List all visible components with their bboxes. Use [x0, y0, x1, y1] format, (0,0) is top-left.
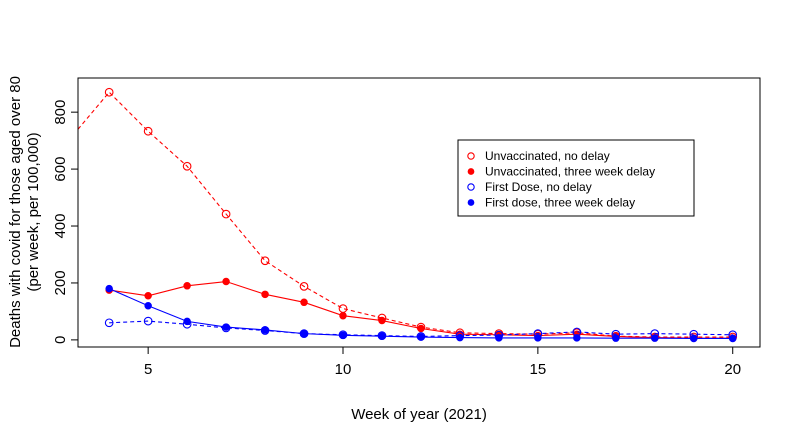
- data-point: [104, 87, 114, 97]
- legend: Unvaccinated, no delay Unvaccinated, thre…: [457, 139, 695, 217]
- data-point: [338, 304, 348, 313]
- data-point: [222, 277, 230, 286]
- data-point: [105, 284, 113, 293]
- data-point: [300, 298, 308, 307]
- y-tick-label: 200: [52, 270, 69, 295]
- x-tick-label: 5: [144, 361, 152, 378]
- series-layer: [78, 87, 738, 343]
- legend-label: First Dose, no delay: [485, 180, 592, 194]
- legend-marker: [467, 183, 475, 191]
- x-axis: 5 10 15 20: [144, 347, 741, 378]
- series-line: [109, 320, 733, 338]
- x-axis-title: Week of year (2021): [351, 406, 487, 423]
- data-point: [339, 331, 347, 340]
- data-point: [378, 332, 386, 340]
- data-point: [104, 318, 114, 328]
- data-point: [260, 256, 270, 266]
- x-tick-label: 10: [335, 361, 352, 378]
- data-point: [261, 326, 269, 334]
- y-axis-title-line-2: (per week, per 100,000): [25, 132, 42, 291]
- data-point: [143, 126, 153, 136]
- x-tick-label: 15: [530, 361, 547, 378]
- legend-label: Unvaccinated, three week delay: [485, 165, 655, 179]
- data-point: [143, 316, 153, 326]
- data-point: [573, 334, 581, 342]
- y-tick-label: 600: [52, 157, 69, 182]
- y-tick-label: 0: [52, 336, 69, 344]
- data-point: [221, 209, 231, 219]
- plot-frame: [77, 77, 761, 348]
- data-point: [728, 334, 737, 343]
- data-point: [182, 161, 192, 171]
- data-point: [456, 333, 464, 342]
- data-point: [144, 292, 152, 300]
- series-2: [105, 277, 737, 342]
- data-point: [183, 282, 191, 290]
- data-point: [339, 311, 347, 320]
- data-point: [417, 333, 425, 341]
- data-point: [534, 334, 542, 342]
- series-4: [105, 284, 737, 343]
- data-point: [612, 334, 620, 342]
- legend-marker: [467, 152, 475, 160]
- data-point: [183, 317, 191, 326]
- y-axis-title: Deaths with covid for those aged over 80…: [7, 76, 42, 348]
- legend-label: First dose, three week delay: [485, 196, 635, 210]
- legend-marker: [467, 168, 475, 175]
- y-axis: 0 200 400 600 800: [52, 100, 78, 344]
- data-point: [651, 334, 659, 342]
- legend-marker: [467, 199, 475, 206]
- data-point: [144, 301, 152, 310]
- y-axis-title-line-1: Deaths with covid for those aged over 80: [7, 76, 24, 348]
- y-tick-label: 400: [52, 214, 69, 239]
- data-point: [495, 334, 503, 342]
- data-point: [689, 334, 698, 343]
- legend-label: Unvaccinated, no delay: [485, 149, 610, 163]
- data-point: [299, 282, 309, 291]
- data-point: [378, 316, 386, 325]
- data-point: [300, 329, 308, 338]
- x-tick-label: 20: [724, 361, 741, 378]
- y-tick-label: 800: [52, 100, 69, 125]
- legend-box: [457, 139, 695, 217]
- data-point: [261, 290, 269, 299]
- data-point: [417, 324, 425, 333]
- data-point: [222, 323, 230, 331]
